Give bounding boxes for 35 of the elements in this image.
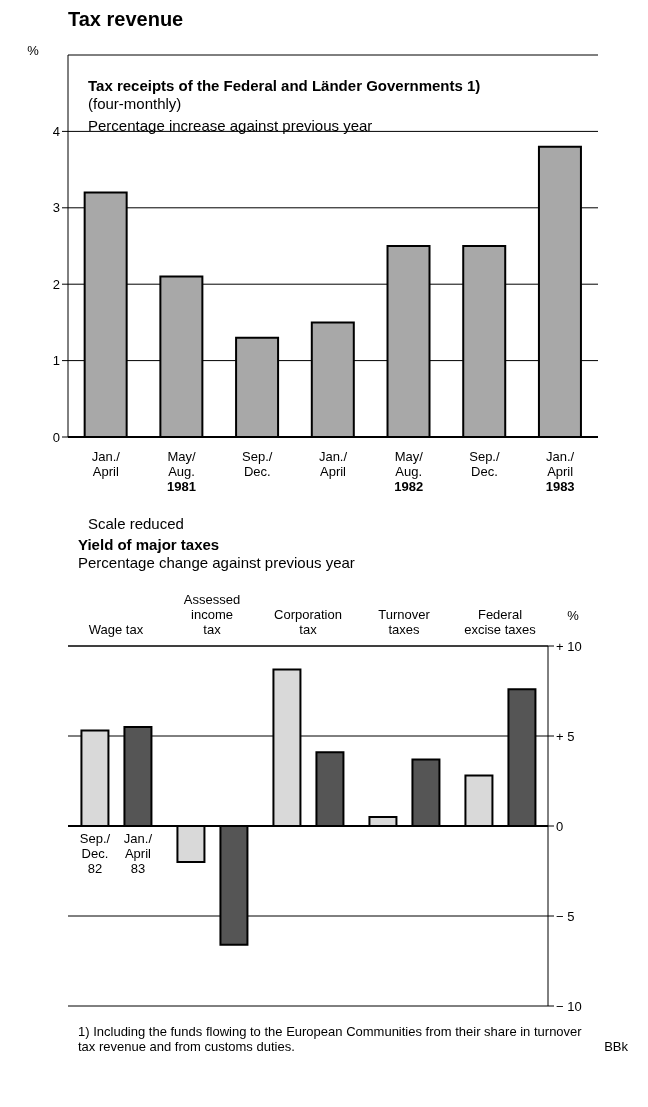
- y-tick-label: + 5: [556, 728, 575, 744]
- series-label: Sep./ Dec. 82: [79, 831, 111, 876]
- y-tick-label: 4: [52, 124, 60, 140]
- x-tick-label: May/ Aug. 1982: [394, 449, 424, 494]
- y-tick-label: 2: [52, 276, 60, 292]
- y-tick-label: 0: [556, 818, 564, 834]
- x-tick-label: Sep./ Dec.: [242, 449, 273, 479]
- x-tick-label: May/ Aug. 1981: [167, 449, 197, 494]
- chart-title: Yield of major taxes: [78, 536, 221, 554]
- series-label: Jan./ April 83: [123, 831, 153, 876]
- x-tick-label: Jan./ April 1983: [545, 449, 575, 494]
- chart-subtitle: Percentage change against previous year: [78, 554, 355, 572]
- y-tick-label: − 5: [556, 908, 575, 924]
- x-tick-label: Federal excise taxes: [464, 607, 537, 637]
- annotation: Percentage increase against previous year: [88, 117, 374, 135]
- y-tick-label: − 10: [556, 998, 582, 1014]
- chart-title: Tax revenue: [68, 8, 185, 31]
- text: Tax receipts of the Federal and Länder Governments 1): [88, 77, 481, 95]
- x-tick-label: Assessed income tax: [183, 592, 241, 637]
- text: 1) Including the funds flowing to the European Communities from their share in turnover tax revenue and from customs duties.: [78, 1024, 583, 1054]
- x-tick-label: Turnover taxes: [378, 607, 431, 637]
- x-tick-label: Sep./ Dec.: [469, 449, 500, 479]
- annotation: (four-monthly): [88, 95, 183, 113]
- x-tick-label: Wage tax: [88, 622, 144, 637]
- y-tick-label: 0: [52, 429, 60, 445]
- y-axis-title: %: [567, 608, 580, 624]
- text: Scale reduced: [88, 515, 185, 532]
- y-tick-label: 1: [52, 353, 60, 369]
- x-tick-label: Jan./ April: [91, 449, 121, 479]
- y-tick-label: + 10: [556, 638, 582, 654]
- x-tick-label: Jan./ April: [318, 449, 348, 479]
- text: BBk: [604, 1039, 628, 1054]
- y-axis-title: %: [27, 43, 40, 59]
- y-tick-label: 3: [52, 200, 60, 216]
- x-tick-label: Corporation tax: [274, 607, 342, 637]
